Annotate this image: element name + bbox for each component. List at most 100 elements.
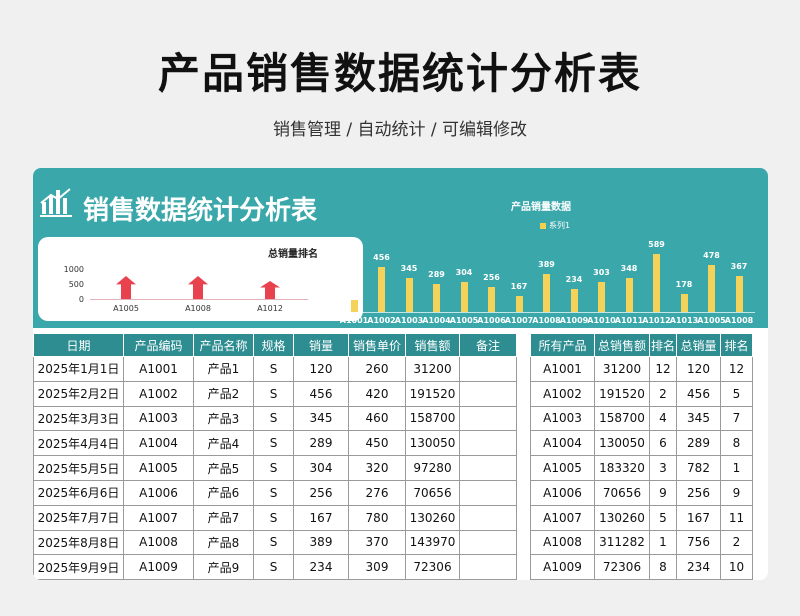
table-row: 2025年4月4日 A1004 产品4 S 289 450 130050 bbox=[33, 430, 517, 457]
table-cell: S bbox=[253, 455, 294, 481]
table-cell: 756 bbox=[676, 529, 721, 556]
table-cell: 12 bbox=[649, 356, 677, 382]
table-cell: 31200 bbox=[405, 356, 460, 382]
table-cell: 260 bbox=[348, 356, 406, 382]
table-cell: 11 bbox=[720, 504, 753, 531]
bar-value-label: 120 bbox=[345, 286, 363, 296]
bar bbox=[598, 282, 605, 312]
table-cell: 2025年1月1日 bbox=[33, 356, 124, 382]
table-cell: 产品8 bbox=[193, 529, 254, 556]
table-cell: A1002 bbox=[123, 380, 194, 407]
table-row: A1005 183320 3 782 1 bbox=[530, 455, 753, 481]
table-cell: 191520 bbox=[594, 380, 650, 407]
bar-value-label: 345 bbox=[400, 264, 418, 274]
table-cell: 130260 bbox=[405, 504, 460, 531]
col-header: 排名 bbox=[720, 333, 753, 357]
page-title: 产品销售数据统计分析表 bbox=[157, 49, 642, 98]
product-summary-table: 所有产品 总销售额 排名 总销量 排名 A1001 31200 12 120 12 A1002 19… bbox=[530, 333, 753, 580]
col-header: 产品编码 bbox=[123, 333, 194, 357]
table-cell: 97280 bbox=[405, 455, 460, 481]
table-cell: 120 bbox=[676, 356, 721, 382]
ytick: 1000 bbox=[63, 265, 84, 274]
bar-value-label: 256 bbox=[483, 272, 500, 282]
table-cell: 5 bbox=[649, 504, 677, 531]
bar bbox=[460, 282, 468, 312]
table-cell: 345 bbox=[676, 405, 721, 432]
table-cell: S bbox=[253, 356, 294, 382]
table-cell: 309 bbox=[348, 554, 406, 580]
table-cell: 460 bbox=[348, 405, 406, 432]
table-cell: 产品5 bbox=[193, 455, 254, 481]
table-row: 2025年1月1日 A1001 产品1 S 120 260 31200 bbox=[33, 356, 517, 382]
table-cell: 4 bbox=[649, 405, 677, 432]
ranking-arrow bbox=[260, 281, 280, 299]
table-cell: 370 bbox=[348, 529, 406, 556]
table-cell: A1005 bbox=[123, 455, 194, 481]
table-cell: 345 bbox=[293, 405, 349, 432]
chart-legend: 系列1 bbox=[540, 220, 570, 231]
table-row: A1009 72306 8 234 10 bbox=[530, 554, 753, 580]
table-cell: 12 bbox=[720, 356, 753, 382]
table-cell: A1001 bbox=[123, 356, 194, 382]
table-cell: 2025年6月6日 bbox=[33, 479, 124, 506]
table-cell bbox=[459, 479, 517, 506]
table-cell: 130260 bbox=[594, 504, 650, 531]
table-cell: 2025年3月3日 bbox=[33, 405, 124, 432]
bar-value-label: 456 bbox=[373, 253, 390, 263]
table-cell: 31200 bbox=[594, 356, 650, 382]
table-cell: 产品2 bbox=[193, 380, 254, 407]
table-cell: 234 bbox=[293, 554, 349, 580]
table-cell: 产品4 bbox=[193, 430, 254, 457]
table-cell bbox=[459, 529, 517, 556]
table-cell: S bbox=[253, 504, 294, 531]
table-cell: 2025年4月4日 bbox=[33, 430, 124, 457]
table-cell: 2025年8月8日 bbox=[33, 529, 124, 556]
bar bbox=[405, 278, 413, 312]
table-cell: 9 bbox=[720, 479, 753, 506]
table-row: 2025年7月7日 A1007 产品7 S 167 780 130260 bbox=[33, 504, 517, 531]
table-row: A1007 130260 5 167 11 bbox=[530, 504, 753, 531]
table-cell: 167 bbox=[676, 504, 721, 531]
ranking-label: A1008 bbox=[185, 304, 211, 313]
bar bbox=[350, 300, 358, 312]
bar-chart-icon bbox=[40, 188, 72, 217]
table-cell: 1 bbox=[720, 455, 753, 481]
table-cell: A1002 bbox=[530, 380, 595, 407]
table-cell bbox=[459, 430, 517, 457]
table-cell: 72306 bbox=[594, 554, 650, 580]
ranking-title: 总销量排名 bbox=[268, 249, 318, 260]
table-cell: S bbox=[253, 405, 294, 432]
table-cell: 130050 bbox=[405, 430, 460, 457]
table-cell: 7 bbox=[720, 405, 753, 432]
bar-value-label: 289 bbox=[428, 269, 445, 279]
table-cell: 420 bbox=[348, 380, 406, 407]
table-cell: A1004 bbox=[123, 430, 194, 457]
table-cell: 191520 bbox=[405, 380, 460, 407]
mini-axis bbox=[90, 299, 308, 300]
table-cell: S bbox=[253, 380, 294, 407]
table-row: 2025年2月2日 A1002 产品2 S 456 420 191520 bbox=[33, 380, 517, 407]
table-cell: A1007 bbox=[123, 504, 194, 531]
table-cell: 8 bbox=[720, 430, 753, 457]
table-row: 2025年6月6日 A1006 产品6 S 256 276 70656 bbox=[33, 479, 517, 506]
table-cell: 5 bbox=[720, 380, 753, 407]
table-cell: 8 bbox=[649, 554, 677, 580]
table-cell: 产品1 bbox=[193, 356, 254, 382]
table-cell: A1003 bbox=[123, 405, 194, 432]
table-cell: 289 bbox=[676, 430, 721, 457]
table-cell: A1003 bbox=[530, 405, 595, 432]
header-band: 销售数据统计分析表 总销量排名 1000 500 0 A1005 A1008 A10… bbox=[33, 168, 768, 328]
sales-ranking-panel: 总销量排名 1000 500 0 A1005 A1008 A1012 bbox=[38, 237, 363, 321]
bar bbox=[570, 288, 578, 312]
table-cell: 3 bbox=[649, 455, 677, 481]
col-header: 总销量 bbox=[676, 333, 721, 357]
bar-category-label: A1003 bbox=[394, 316, 424, 325]
bar-value-label: 178 bbox=[675, 280, 693, 290]
table-cell bbox=[459, 356, 517, 382]
ytick: 500 bbox=[68, 280, 84, 289]
table-cell: 2025年2月2日 bbox=[33, 380, 124, 407]
bar-category-label: A1008 bbox=[532, 316, 561, 325]
table-cell bbox=[459, 380, 517, 407]
page-subtitle: 销售管理 / 自动统计 / 可编辑修改 bbox=[272, 120, 528, 140]
table-row: A1004 130050 6 289 8 bbox=[530, 430, 753, 457]
